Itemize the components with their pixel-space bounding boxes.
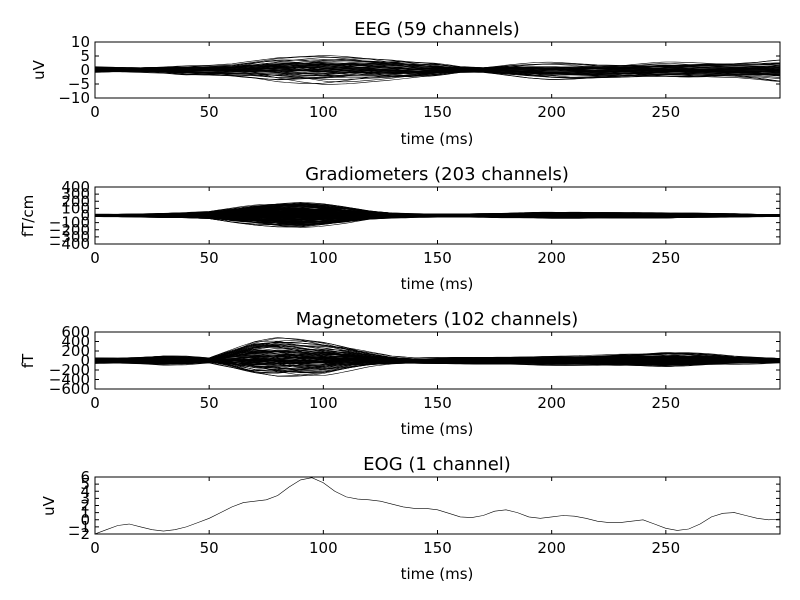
y-axis-label: uV [40, 495, 58, 516]
y-tick-label: −5 [68, 75, 90, 93]
channel-trace [95, 204, 780, 216]
channel-trace [95, 214, 780, 221]
x-tick-label: 250 [652, 539, 681, 557]
y-tick-label: 400 [61, 333, 90, 351]
panel-gradiometers: Gradiometers (203 channels) fT/cm time (… [19, 164, 781, 293]
x-tick-label: 50 [200, 103, 219, 121]
y-tick-label: −400 [49, 235, 90, 253]
x-axis-label: time (ms) [401, 420, 474, 438]
panel-eog: EOG (1 channel) uV time (ms) 0 50 100 150 20… [40, 454, 781, 583]
x-tick-label: 50 [200, 394, 219, 412]
x-tick-label: 100 [309, 394, 338, 412]
x-tick-label: 250 [652, 394, 681, 412]
x-tick-label: 0 [90, 394, 100, 412]
x-tick-label: 0 [90, 249, 100, 267]
channel-trace [95, 62, 780, 72]
y-tick-label: −2 [68, 525, 90, 543]
x-tick-label: 100 [309, 103, 338, 121]
x-tick-label: 0 [90, 539, 100, 557]
y-tick-label: 0 [80, 207, 90, 225]
x-tick-label: 150 [423, 394, 452, 412]
ticks: 0 50 100 150 200 2504003002001000−100−200−300… [49, 178, 780, 267]
series-line [95, 477, 780, 534]
y-tick-label: −400 [49, 371, 90, 389]
y-tick-label: 3 [80, 489, 90, 507]
traces [95, 55, 780, 85]
x-tick-label: 200 [537, 249, 566, 267]
x-tick-label: 100 [309, 249, 338, 267]
x-tick-label: 0 [90, 103, 100, 121]
y-tick-label: 200 [61, 342, 90, 360]
channel-trace [95, 214, 780, 226]
y-tick-label: −10 [58, 89, 90, 107]
y-axis-label: uV [30, 59, 48, 80]
y-tick-label: 4 [80, 482, 90, 500]
y-tick-label: 6 [80, 468, 90, 486]
y-tick-label: 100 [61, 199, 90, 217]
y-tick-label: 10 [71, 33, 90, 51]
y-tick-label: 0 [80, 511, 90, 529]
x-tick-label: 200 [537, 539, 566, 557]
x-tick-label: 250 [652, 103, 681, 121]
channel-trace [95, 70, 780, 85]
y-tick-label: 600 [61, 323, 90, 341]
panel-magnetometers: Magnetometers (102 channels) fT time (ms… [19, 309, 781, 438]
x-axis-label: time (ms) [401, 565, 474, 583]
traces [95, 337, 780, 377]
axes-frame [94, 186, 781, 245]
x-tick-label: 150 [423, 249, 452, 267]
y-tick-label: −600 [49, 380, 90, 398]
x-tick-label: 50 [200, 539, 219, 557]
y-tick-label: 1 [80, 504, 90, 522]
channel-trace [95, 356, 780, 362]
channel-trace [95, 61, 780, 72]
y-tick-label: 200 [61, 192, 90, 210]
y-tick-label: 5 [80, 47, 90, 65]
panel-title: Gradiometers (203 channels) [305, 164, 569, 185]
axes-frame [94, 331, 781, 390]
y-tick-label: 0 [80, 61, 90, 79]
y-tick-label: −200 [49, 361, 90, 379]
axes-frame [94, 41, 781, 99]
x-tick-label: 200 [537, 103, 566, 121]
x-tick-label: 150 [423, 103, 452, 121]
channel-trace [95, 70, 780, 80]
channel-trace [95, 59, 780, 72]
panel-title: Magnetometers (102 channels) [296, 309, 579, 330]
axes-frame [94, 476, 781, 535]
x-tick-label: 50 [200, 249, 219, 267]
channel-trace [95, 60, 780, 71]
x-axis-label: time (ms) [401, 275, 474, 293]
panel-eeg: EEG (59 channels) uV time (ms) 0 50 100 150… [30, 19, 781, 148]
y-tick-label: 400 [61, 178, 90, 196]
x-axis-label: time (ms) [401, 130, 474, 148]
x-tick-label: 100 [309, 539, 338, 557]
x-tick-label: 200 [537, 394, 566, 412]
y-tick-label: −100 [49, 214, 90, 232]
traces [95, 201, 780, 228]
y-tick-label: 5 [80, 475, 90, 493]
channel-trace [95, 359, 780, 374]
traces [95, 477, 780, 534]
x-tick-label: 250 [652, 249, 681, 267]
y-axis-label: fT/cm [19, 195, 37, 237]
y-tick-label: 0 [80, 352, 90, 370]
y-tick-label: 300 [61, 185, 90, 203]
panel-title: EOG (1 channel) [363, 454, 511, 475]
y-tick-label: 2 [80, 497, 90, 515]
y-tick-label: −200 [49, 221, 90, 239]
panel-title: EEG (59 channels) [354, 19, 520, 40]
channel-trace [95, 357, 780, 364]
y-tick-label: −1 [68, 518, 90, 536]
x-tick-label: 150 [423, 539, 452, 557]
y-tick-label: −300 [49, 228, 90, 246]
y-axis-label: fT [19, 353, 37, 368]
